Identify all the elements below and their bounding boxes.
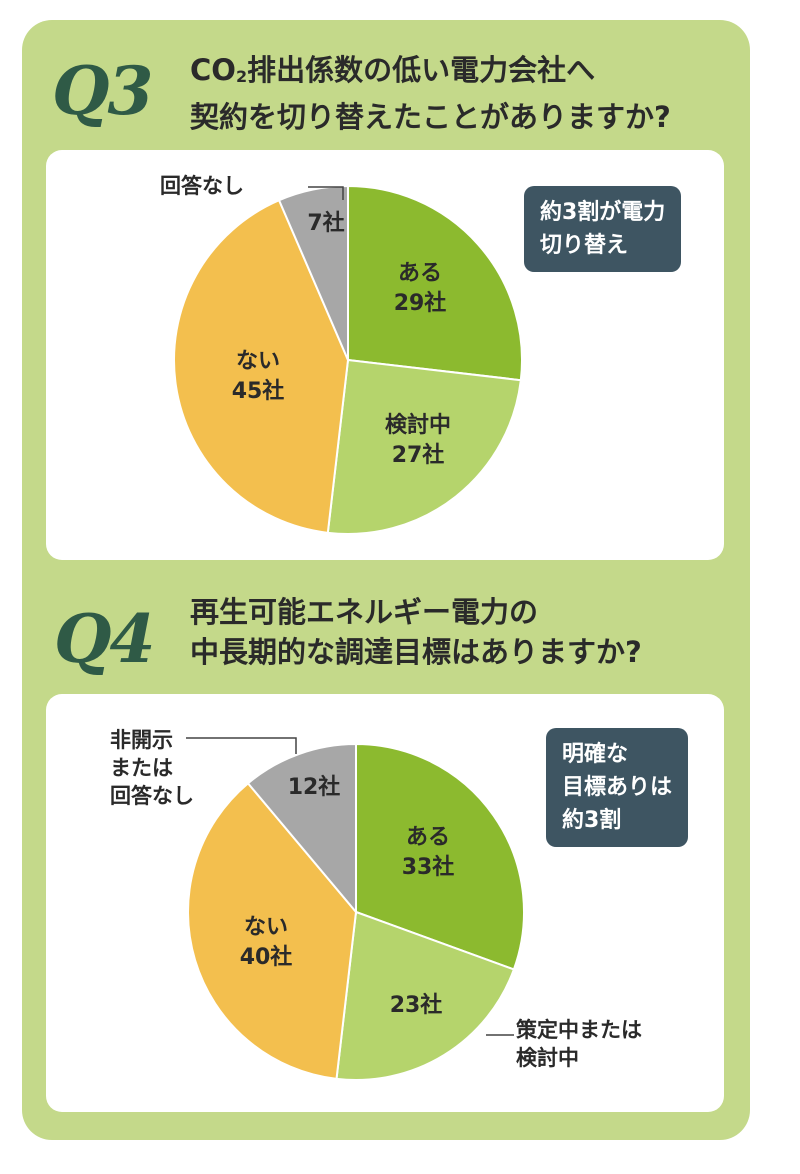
slice-label-kento-category: 検討中 [385, 412, 451, 438]
pie-slice-2 [187, 781, 358, 1080]
slice-label-nai-category: ない [236, 349, 280, 374]
q4-question: 再生可能エネルギー電力の 中長期的な調達目標はありますか? [190, 592, 642, 672]
leader-line-0 [186, 737, 297, 754]
pie-slice-0 [355, 742, 525, 971]
q4-question-line2: 中長期的な調達目標はありますか? [190, 635, 642, 669]
q4-pie-chart: ある 33社 23社 ない 40社 12社 [186, 737, 525, 1081]
q4-label-nondisclosure: 非開示 または 回答なし [110, 728, 194, 808]
slice-label-ari-category: ある [406, 825, 450, 850]
slice-label-noans-value: 7社 [307, 210, 344, 236]
slice-label-nai-value: 40社 [240, 944, 293, 970]
slice-label-plan-value: 23社 [390, 992, 443, 1018]
pie-slice-3 [277, 184, 349, 361]
q3-callout: 約3割が電力 切り替え [524, 186, 682, 272]
q3-label-no-answer: 回答なし [160, 174, 244, 198]
q3-question: CO2排出係数の低い電力会社へ 契約を切り替えたことがありますか? [190, 50, 671, 137]
slice-label-kento-value: 27社 [392, 442, 445, 468]
q4-question-line1: 再生可能エネルギー電力の [190, 595, 539, 629]
q4-label-planning: 策定中または 検討中 [516, 1018, 642, 1070]
slice-label-ari-value: 29社 [394, 290, 447, 316]
q4-callout: 明確な 目標ありは 約3割 [546, 728, 689, 847]
slice-label-ari-category: ある [398, 261, 442, 286]
pie-slice-1 [326, 358, 522, 535]
pie-slice-0 [347, 184, 523, 382]
slice-label-nai-value: 45社 [232, 378, 285, 404]
slice-label-nai-category: ない [244, 915, 288, 940]
q3-question-line1: CO2排出係数の低い電力会社へ [190, 53, 596, 87]
q3-question-line2: 契約を切り替えたことがありますか? [190, 100, 671, 134]
leader-line-0 [308, 186, 344, 200]
slice-label-ari-value: 33社 [402, 854, 455, 880]
slice-label-nd-value: 12社 [288, 774, 341, 800]
pie-slice-1 [335, 910, 516, 1081]
pie-slice-3 [246, 742, 357, 915]
pie-slice-2 [173, 198, 350, 534]
q3-label: Q3 [52, 52, 153, 130]
q4-label: Q4 [54, 600, 155, 678]
